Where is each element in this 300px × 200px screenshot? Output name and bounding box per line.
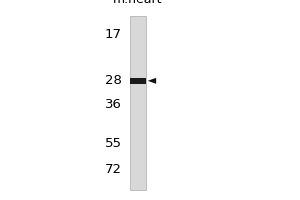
- Bar: [130, 78, 146, 84]
- Text: 17: 17: [104, 28, 122, 41]
- Text: 36: 36: [105, 98, 122, 111]
- Bar: [130, 16, 146, 190]
- Text: 55: 55: [104, 137, 122, 150]
- Text: m.heart: m.heart: [113, 0, 163, 6]
- Text: 72: 72: [104, 163, 122, 176]
- Polygon shape: [148, 78, 156, 84]
- Text: 28: 28: [105, 74, 122, 87]
